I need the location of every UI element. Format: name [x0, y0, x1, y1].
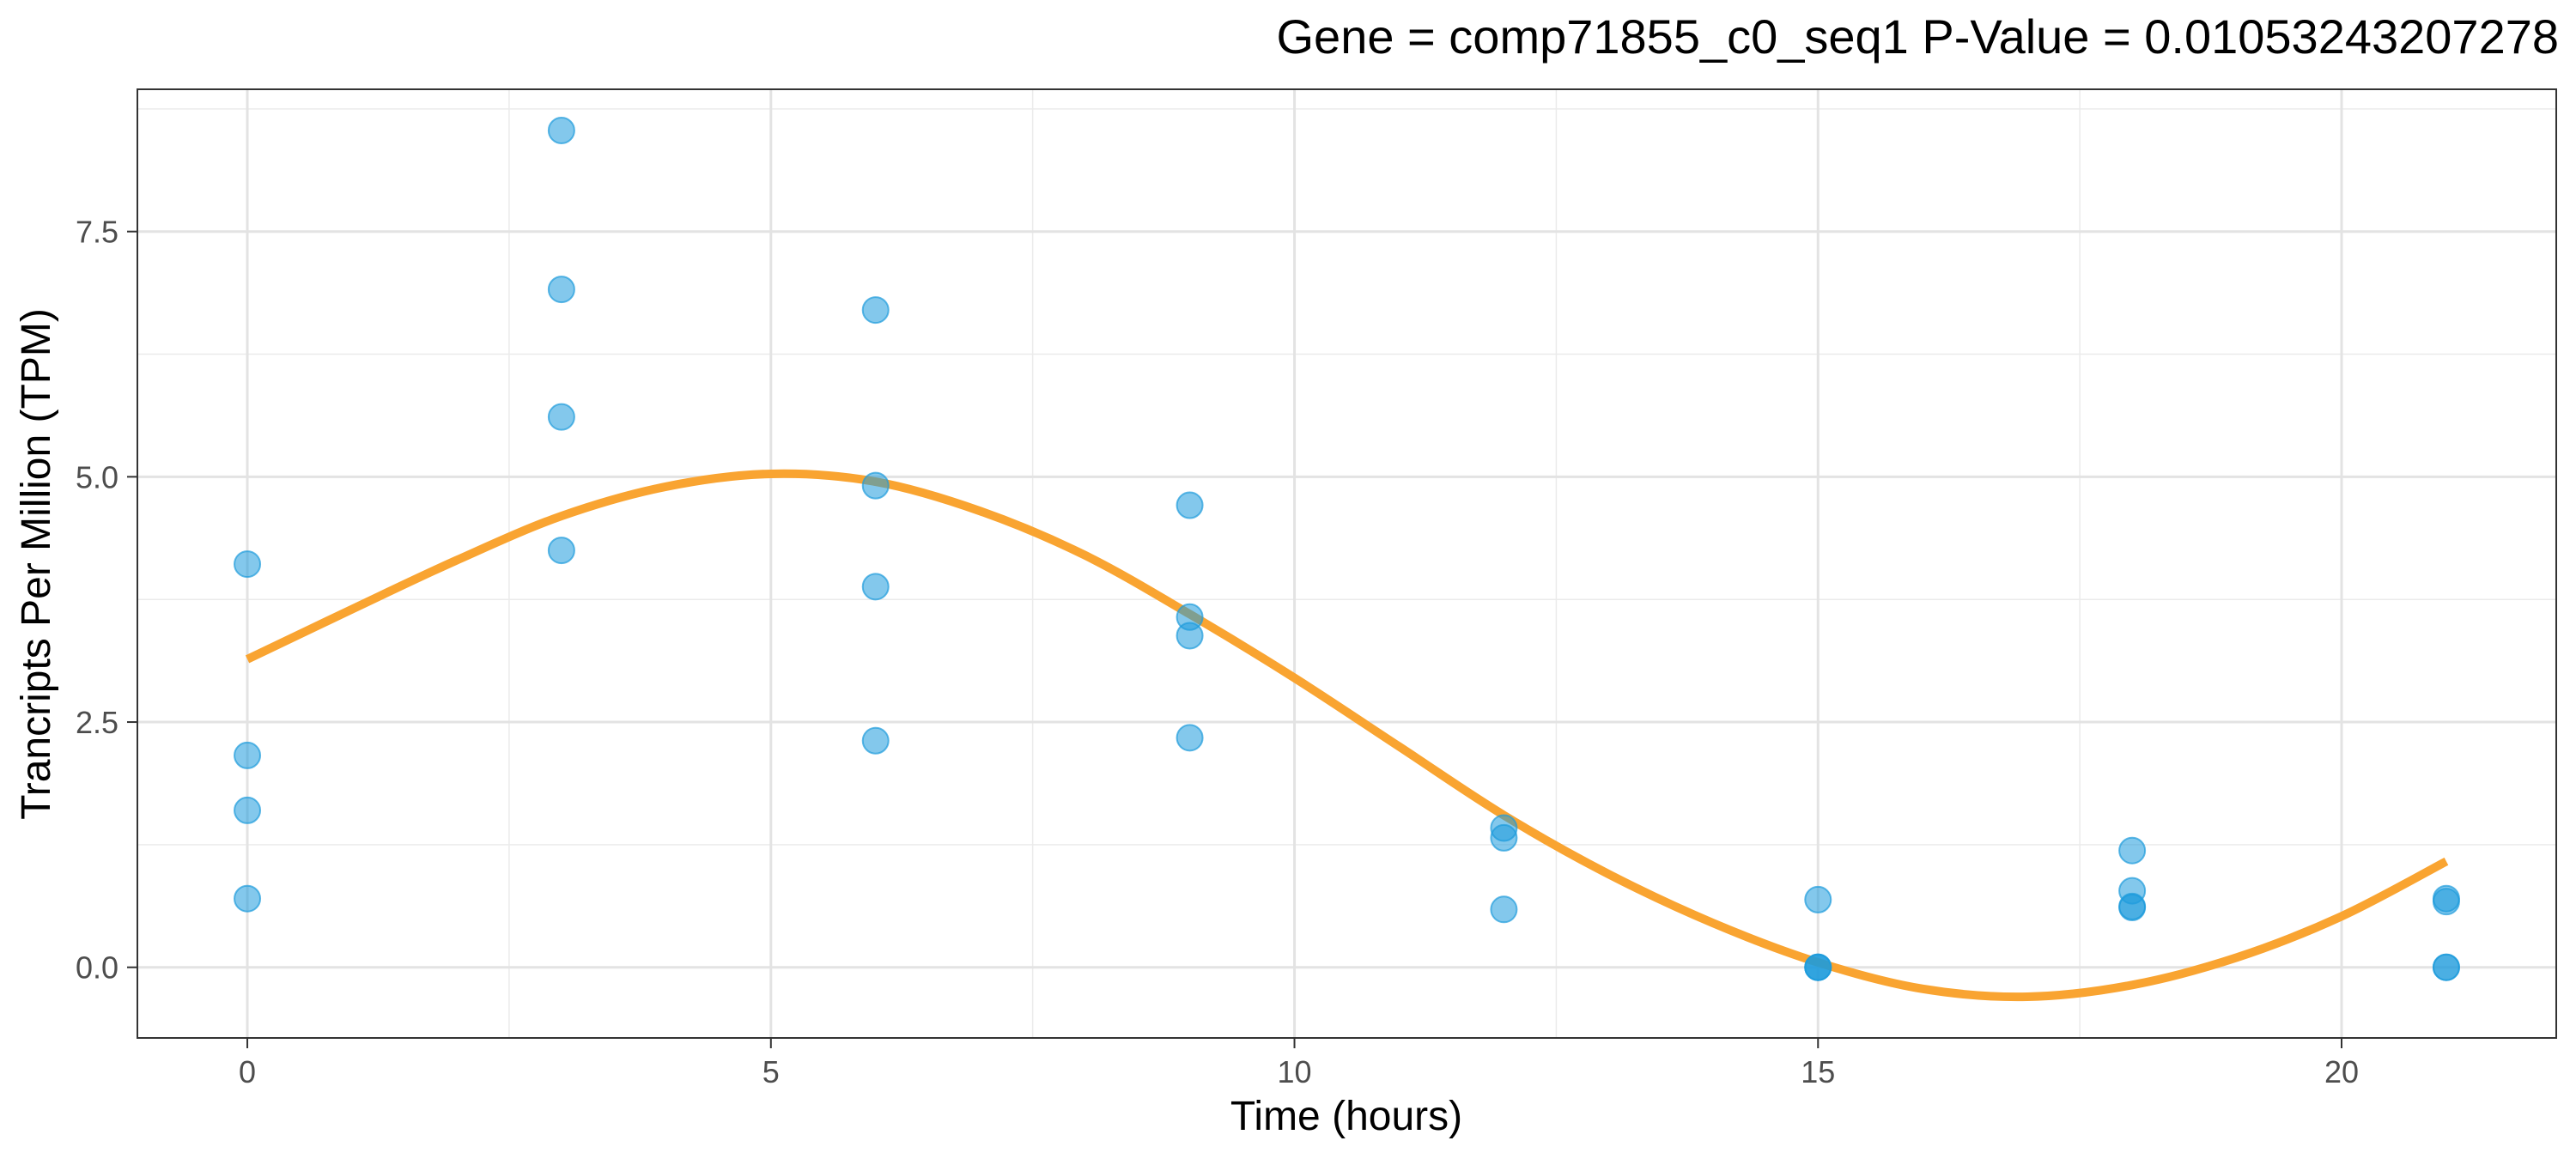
y-tick-label: 7.5: [76, 215, 118, 250]
x-tick-label: 20: [2324, 1054, 2359, 1089]
data-point: [1176, 491, 1204, 519]
data-point: [1176, 622, 1204, 650]
grid-layer: [137, 89, 2556, 1038]
data-point: [547, 403, 575, 431]
fit-curve: [245, 469, 2449, 1002]
data-point: [861, 573, 890, 601]
axis-layer: 0 5 10 15 20 0.0 2.5 5.0 7.5: [76, 215, 2359, 1089]
data-point: [1804, 953, 1832, 981]
y-tick-label: 2.5: [76, 705, 118, 740]
y-tick-label: 5.0: [76, 459, 118, 495]
data-point: [2432, 888, 2460, 916]
data-point: [1804, 885, 1832, 913]
data-point: [234, 550, 262, 579]
y-tick-label: 0.0: [76, 950, 118, 986]
data-points-layer: [234, 116, 2460, 981]
data-point: [1176, 724, 1204, 752]
data-point: [547, 116, 575, 144]
data-point: [861, 726, 890, 755]
data-point: [2432, 953, 2460, 981]
x-tick-label: 0: [239, 1054, 256, 1089]
data-point: [234, 796, 262, 824]
data-point: [547, 276, 575, 304]
data-point: [234, 741, 262, 769]
data-point: [1490, 895, 1518, 924]
data-point: [861, 471, 890, 500]
x-tick-label: 15: [1801, 1054, 1835, 1089]
y-axis-title: Trancripts Per Million (TPM): [14, 308, 59, 820]
chart-title: Gene = comp71855_c0_seq1 P-Value = 0.010…: [1276, 9, 2559, 64]
x-axis-title: Time (hours): [1230, 1094, 1462, 1139]
data-point: [861, 296, 890, 325]
data-point: [1490, 823, 1518, 852]
x-tick-label: 5: [762, 1054, 780, 1089]
fit-curve-layer: [245, 469, 2449, 1002]
data-point: [234, 884, 262, 913]
panel-border: [137, 88, 2557, 1039]
x-tick-label: 10: [1278, 1054, 1312, 1089]
data-point: [547, 537, 575, 565]
data-point: [2118, 836, 2147, 865]
data-point: [2118, 894, 2147, 922]
